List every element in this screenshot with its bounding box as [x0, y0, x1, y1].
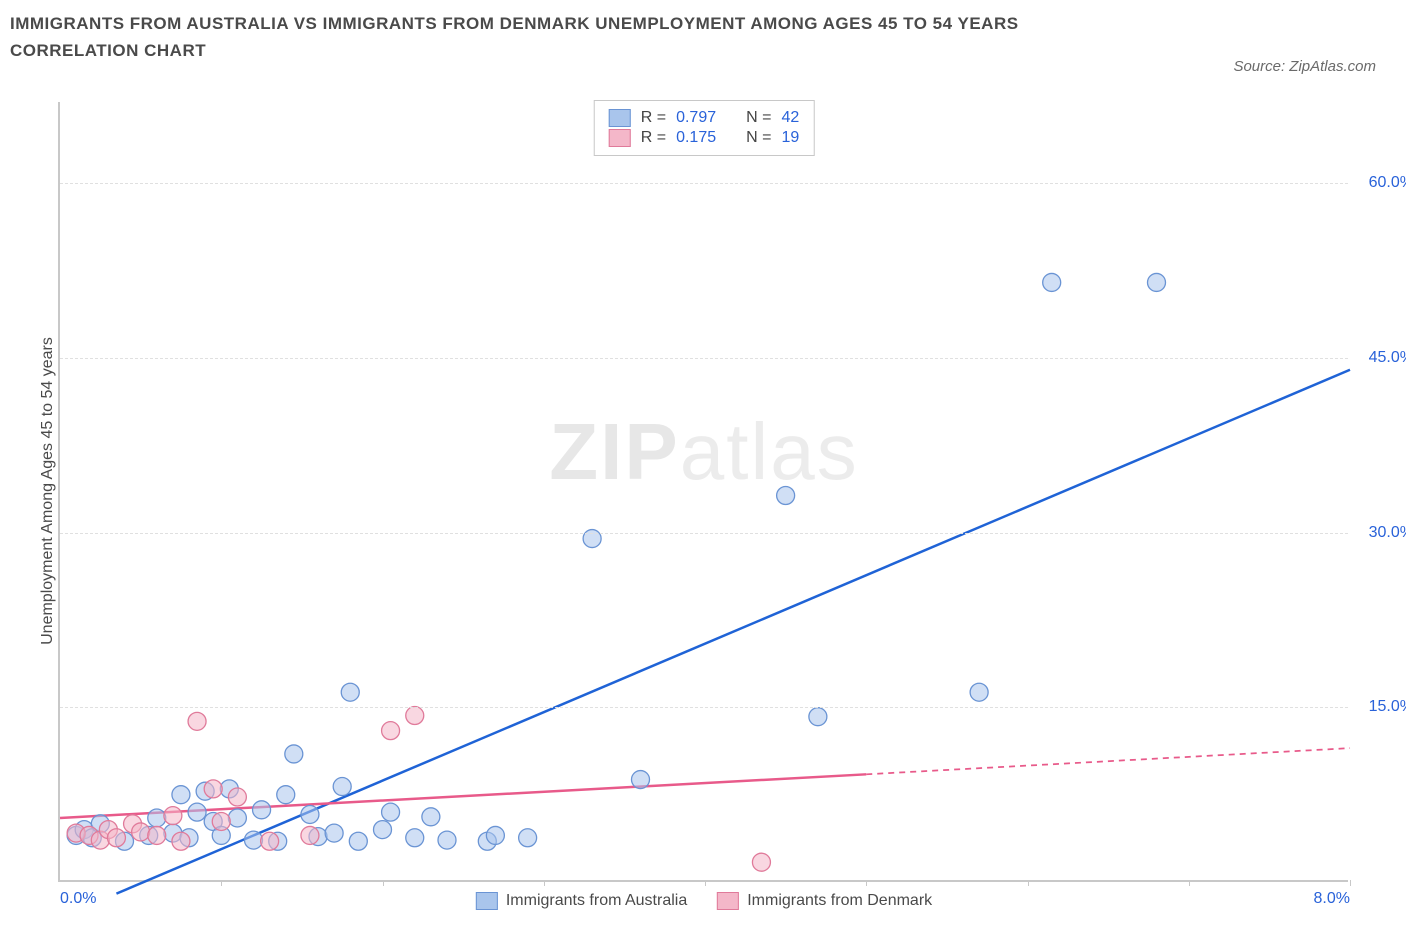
data-point — [349, 832, 367, 850]
data-point — [204, 780, 222, 798]
data-point — [382, 803, 400, 821]
data-point — [148, 809, 166, 827]
x-tick — [1189, 880, 1190, 886]
y-axis-label: Unemployment Among Ages 45 to 54 years — [39, 337, 57, 645]
data-point — [325, 824, 343, 842]
plot-svg — [60, 102, 1348, 880]
x-tick — [705, 880, 706, 886]
data-point — [519, 829, 537, 847]
y-tick-label: 15.0% — [1369, 698, 1406, 716]
data-point — [777, 486, 795, 504]
legend-swatch — [609, 129, 631, 147]
data-point — [164, 807, 182, 825]
x-tick — [383, 880, 384, 886]
data-point — [107, 829, 125, 847]
plot-area: Unemployment Among Ages 45 to 54 years Z… — [58, 102, 1348, 882]
series-legend: Immigrants from Australia Immigrants from… — [476, 892, 932, 910]
stat-r-label: R = — [641, 109, 666, 127]
data-point — [1043, 273, 1061, 291]
gridline — [60, 358, 1348, 359]
stat-n-value: 19 — [781, 129, 799, 147]
data-point — [1148, 273, 1166, 291]
data-point — [406, 707, 424, 725]
series-legend-item: Immigrants from Denmark — [717, 892, 932, 910]
x-tick — [1028, 880, 1029, 886]
legend-swatch — [717, 892, 739, 910]
y-tick-label: 60.0% — [1369, 174, 1406, 192]
x-tick-label: 0.0% — [60, 890, 96, 908]
data-point — [188, 712, 206, 730]
series-legend-item: Immigrants from Australia — [476, 892, 687, 910]
x-tick — [866, 880, 867, 886]
data-point — [970, 683, 988, 701]
data-point — [301, 826, 319, 844]
y-tick-label: 45.0% — [1369, 349, 1406, 367]
chart-title: IMMIGRANTS FROM AUSTRALIA VS IMMIGRANTS … — [10, 10, 1130, 64]
data-point — [172, 786, 190, 804]
correlation-chart: IMMIGRANTS FROM AUSTRALIA VS IMMIGRANTS … — [10, 10, 1396, 920]
data-point — [261, 832, 279, 850]
data-point — [245, 831, 263, 849]
data-point — [172, 832, 190, 850]
chart-source: Source: ZipAtlas.com — [1233, 58, 1376, 75]
legend-swatch — [476, 892, 498, 910]
x-tick — [221, 880, 222, 886]
data-point — [341, 683, 359, 701]
data-point — [486, 826, 504, 844]
data-point — [277, 786, 295, 804]
x-tick — [1350, 880, 1351, 886]
stat-n-value: 42 — [781, 109, 799, 127]
data-point — [301, 805, 319, 823]
series-legend-label: Immigrants from Denmark — [747, 892, 932, 910]
data-point — [228, 788, 246, 806]
y-tick-label: 30.0% — [1369, 524, 1406, 542]
stats-legend-row: R = 0.175 N = 19 — [609, 129, 800, 147]
stat-r-value: 0.797 — [676, 109, 716, 127]
data-point — [188, 803, 206, 821]
stat-n-label: N = — [746, 109, 771, 127]
x-tick-label: 8.0% — [1314, 890, 1350, 908]
legend-swatch — [609, 109, 631, 127]
data-point — [333, 778, 351, 796]
stats-legend: R = 0.797 N = 42 R = 0.175 N = 19 — [594, 100, 815, 156]
data-point — [382, 722, 400, 740]
data-point — [809, 708, 827, 726]
data-point — [406, 829, 424, 847]
stat-n-label: N = — [746, 129, 771, 147]
series-legend-label: Immigrants from Australia — [506, 892, 687, 910]
trend-line-dashed — [866, 748, 1350, 774]
stat-r-value: 0.175 — [676, 129, 716, 147]
data-point — [148, 826, 166, 844]
data-point — [253, 801, 271, 819]
gridline — [60, 533, 1348, 534]
data-point — [212, 812, 230, 830]
data-point — [438, 831, 456, 849]
stat-r-label: R = — [641, 129, 666, 147]
data-point — [228, 809, 246, 827]
gridline — [60, 183, 1348, 184]
data-point — [422, 808, 440, 826]
x-tick — [544, 880, 545, 886]
data-point — [285, 745, 303, 763]
data-point — [132, 823, 150, 841]
data-point — [374, 821, 392, 839]
stats-legend-row: R = 0.797 N = 42 — [609, 109, 800, 127]
data-point — [752, 853, 770, 871]
gridline — [60, 707, 1348, 708]
data-point — [632, 771, 650, 789]
